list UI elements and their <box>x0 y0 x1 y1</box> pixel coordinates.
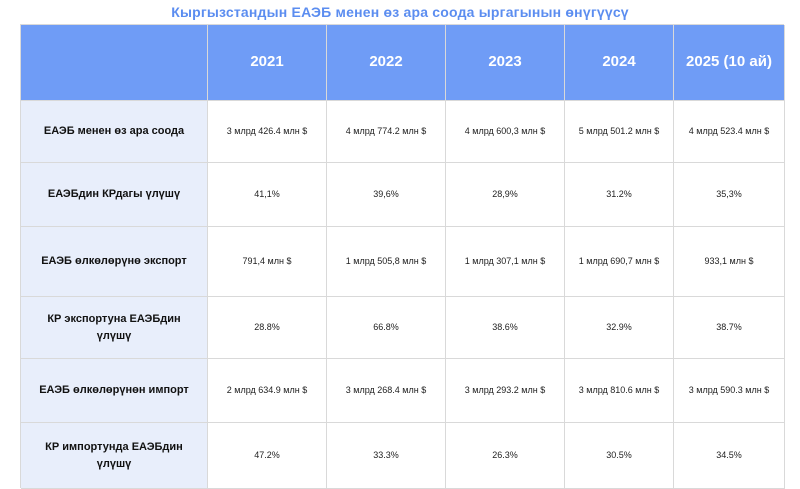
table-cell: 34.5% <box>674 423 785 489</box>
table-cell: 2 млрд 634.9 млн $ <box>208 359 327 423</box>
table-cell: 26.3% <box>446 423 565 489</box>
table-cell: 4 млрд 523.4 млн $ <box>674 101 785 163</box>
header-year-2025: 2025 (10 ай) <box>674 25 785 101</box>
table-cell: 35,3% <box>674 163 785 227</box>
table-cell: 1 млрд 505,8 млн $ <box>327 227 446 297</box>
table-cell: 28.8% <box>208 297 327 359</box>
row-label-export: ЕАЭБ өлкөлөрүнө экспорт <box>21 227 208 297</box>
table-cell: 1 млрд 307,1 млн $ <box>446 227 565 297</box>
row-label-eaeu-share: ЕАЭБдин КРдагы үлүшү <box>21 163 208 227</box>
table-cell: 4 млрд 600,3 млн $ <box>446 101 565 163</box>
row-label-import: ЕАЭБ өлкөлөрүнөн импорт <box>21 359 208 423</box>
table-cell: 3 млрд 268.4 млн $ <box>327 359 446 423</box>
table-cell: 41,1% <box>208 163 327 227</box>
header-year-2022: 2022 <box>327 25 446 101</box>
table-cell: 47.2% <box>208 423 327 489</box>
table-cell: 66.8% <box>327 297 446 359</box>
trade-table: 2021 2022 2023 2024 2025 (10 ай) ЕАЭБ ме… <box>20 24 785 489</box>
table-cell: 3 млрд 293.2 млн $ <box>446 359 565 423</box>
table-cell: 30.5% <box>565 423 674 489</box>
table-cell: 791,4 млн $ <box>208 227 327 297</box>
table-cell: 32.9% <box>565 297 674 359</box>
table-cell: 933,1 млн $ <box>674 227 785 297</box>
header-year-2023: 2023 <box>446 25 565 101</box>
table-cell: 3 млрд 426.4 млн $ <box>208 101 327 163</box>
row-label-export-share: КР экспортуна ЕАЭБдин үлүшү <box>21 297 208 359</box>
table-cell: 4 млрд 774.2 млн $ <box>327 101 446 163</box>
header-corner-cell <box>21 25 208 101</box>
table-cell: 31.2% <box>565 163 674 227</box>
table-cell: 28,9% <box>446 163 565 227</box>
table-cell: 1 млрд 690,7 млн $ <box>565 227 674 297</box>
row-label-mutual-trade: ЕАЭБ менен өз ара соода <box>21 101 208 163</box>
table-cell: 33.3% <box>327 423 446 489</box>
table-cell: 38.7% <box>674 297 785 359</box>
table-cell: 3 млрд 810.6 млн $ <box>565 359 674 423</box>
page-title: Кыргызстандын ЕАЭБ менен өз ара соода ыр… <box>171 4 629 20</box>
header-year-2021: 2021 <box>208 25 327 101</box>
row-label-import-share: КР импортунда ЕАЭБдин үлүшү <box>21 423 208 489</box>
header-year-2024: 2024 <box>565 25 674 101</box>
table-cell: 3 млрд 590.3 млн $ <box>674 359 785 423</box>
table-cell: 5 млрд 501.2 млн $ <box>565 101 674 163</box>
table-cell: 39,6% <box>327 163 446 227</box>
table-cell: 38.6% <box>446 297 565 359</box>
